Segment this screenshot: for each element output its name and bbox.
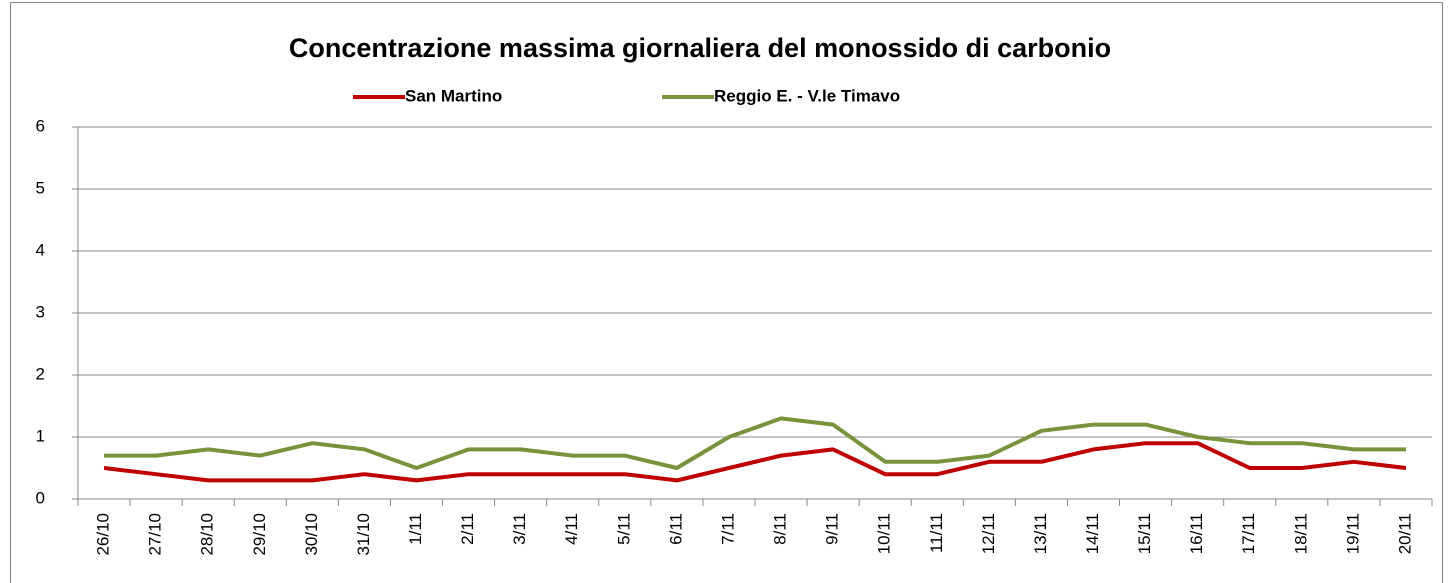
y-tick-label: 1 [36,426,45,445]
x-tick-label: 14/11 [1083,513,1102,554]
x-tick-label: 1/11 [406,513,425,545]
x-tick-label: 20/11 [1395,513,1414,554]
x-tick-label: 10/11 [875,513,894,554]
series-line [104,416,1406,470]
x-tick-label: 4/11 [562,513,581,545]
x-tick-label: 12/11 [979,513,998,554]
x-tick-label: 31/10 [354,513,373,556]
x-tick-label: 11/11 [927,513,946,553]
legend-label: San Martino [405,86,502,105]
y-tick-label: 3 [36,302,45,321]
series-line [103,441,1407,483]
x-tick-label: 5/11 [614,513,633,545]
chart-border [10,2,1443,583]
x-tick-label: 6/11 [666,513,685,545]
x-tick-label: 26/10 [94,513,113,556]
x-tick-label: 18/11 [1291,513,1310,554]
x-tick-label: 28/10 [198,513,217,556]
y-tick-label: 2 [36,364,45,383]
chart-title: Concentrazione massima giornaliera del m… [289,33,1111,63]
x-tick-label: 8/11 [771,513,790,545]
y-tick-label: 4 [36,240,45,259]
x-tick-label: 30/10 [302,513,321,556]
x-tick-label: 3/11 [510,513,529,545]
x-tick-label: 17/11 [1239,513,1258,554]
x-tick-label: 13/11 [1031,513,1050,554]
y-tick-label: 5 [36,178,45,197]
x-tick-label: 2/11 [458,513,477,545]
x-tick-label: 16/11 [1187,513,1206,554]
legend-label: Reggio E. - V.le Timavo [714,86,900,105]
x-tick-label: 27/10 [146,513,165,556]
y-tick-label: 0 [36,488,45,507]
y-tick-label: 6 [36,116,45,135]
x-tick-label: 29/10 [250,513,269,556]
x-tick-label: 7/11 [718,513,737,545]
x-tick-label: 15/11 [1135,513,1154,554]
x-tick-label: 19/11 [1343,513,1362,554]
x-tick-label: 9/11 [823,513,842,545]
